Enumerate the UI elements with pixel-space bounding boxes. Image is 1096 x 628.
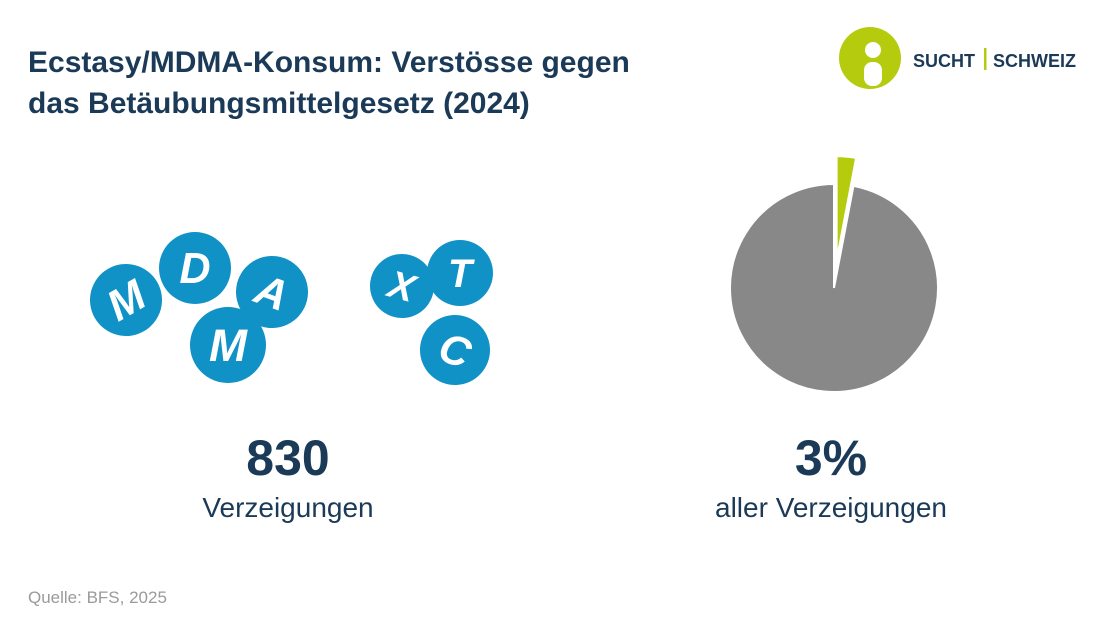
logo: SUCHT SCHWEIZ <box>839 27 1076 89</box>
logo-text: SUCHT <box>913 51 975 71</box>
pie-slice <box>729 182 940 393</box>
pill-circle <box>370 254 434 318</box>
logo-head <box>865 42 881 58</box>
pill: M <box>190 307 266 383</box>
pill: X <box>370 254 434 318</box>
pill: M <box>90 264 162 336</box>
logo-separator <box>984 48 987 70</box>
title-line: Ecstasy/MDMA-Konsum: Verstösse gegen <box>28 46 630 79</box>
pill-circle <box>236 256 308 328</box>
pill-circle <box>90 264 162 336</box>
stat-value: 830 <box>246 430 329 486</box>
pill-letter: M <box>209 320 248 371</box>
pill-circle <box>420 315 490 385</box>
pie <box>729 155 940 393</box>
pie-slice <box>835 155 858 261</box>
pill-letter: T <box>448 252 475 296</box>
pill-letter: D <box>179 245 210 293</box>
title-line: das Betäubungsmittelgesetz (2024) <box>28 87 530 120</box>
logo-text: SCHWEIZ <box>993 51 1076 71</box>
pills: MD AMX TC <box>90 232 493 385</box>
pill-circle <box>159 232 231 304</box>
logo-body <box>864 62 882 86</box>
logo-circle <box>839 27 901 89</box>
source: Quelle: BFS, 2025 <box>28 588 167 607</box>
pill: T <box>427 240 493 306</box>
stat-label: Verzeigungen <box>202 492 373 523</box>
pill-circle <box>427 240 493 306</box>
pill: A <box>236 256 308 328</box>
pie-value-label: 3% <box>795 430 867 486</box>
pill: D <box>159 232 231 304</box>
pie-caption: aller Verzeigungen <box>715 492 947 523</box>
pill: C <box>420 315 490 385</box>
pill-circle <box>190 307 266 383</box>
